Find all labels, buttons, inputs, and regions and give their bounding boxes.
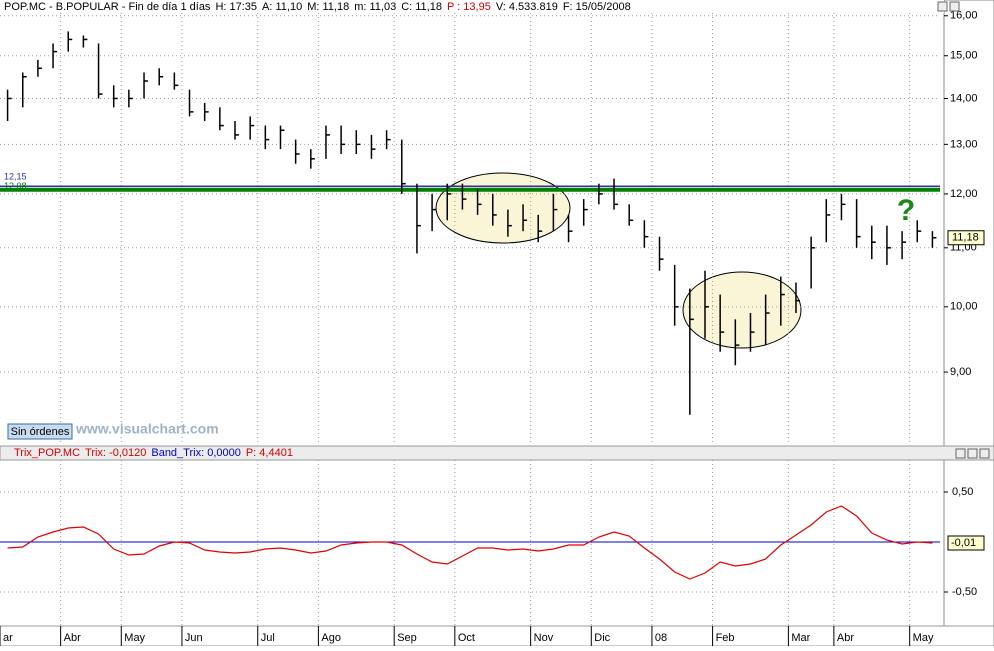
header-field: Trix: -0,0120 [85,447,146,459]
x-tick-label: Nov [534,632,554,644]
level-label: 12,08 [4,181,27,191]
x-tick-label: Jul [261,632,275,644]
watermark: www.visualchart.com [75,421,219,437]
last-value-tag [947,535,985,551]
last-price-label: 11,18 [952,232,979,244]
header-field: m: 11,03 [354,1,396,13]
y-tick-label: -0,50 [952,586,977,598]
header-bar [0,0,944,13]
highlight-ellipse [682,271,802,349]
x-tick-label: Feb [716,632,735,644]
y-tick-label: 15,00 [950,50,978,62]
window-buttons[interactable] [937,1,990,459]
x-tick-label: Jun [185,632,203,644]
indicator-line [7,505,933,580]
y-tick-label: 9,00 [950,366,971,378]
header-field: POP.MC - B.POPULAR - Fin de día 1 días [4,1,211,13]
x-tick-label: Dic [594,632,610,644]
x-tick-label: Oct [458,632,475,644]
x-tick-label: May [124,632,145,644]
header-field: P : 13,95 [447,1,491,13]
window-button[interactable] [949,1,960,12]
x-tick-label: Mar [791,632,810,644]
header-field: Trix_POP.MC [14,447,80,459]
y-tick-label: 10,00 [950,301,978,313]
y-tick-label: 0,50 [952,486,973,498]
x-tick-label: Abr [64,632,81,644]
header-field: V: 4.533.819 [496,1,558,13]
level-label: 12,15 [4,172,27,182]
window-button[interactable] [937,1,948,12]
orders-button-label[interactable]: Sin órdenes [11,426,70,438]
header-field: Band_Trix: 0,0000 [151,447,240,459]
y-tick-label: 16,00 [950,10,978,22]
header-field: P: 4,4401 [246,447,293,459]
header-field: C: 11,18 [401,1,442,13]
highlight-ellipse [435,172,571,244]
y-tick-label: 12,00 [950,188,978,200]
x-tick-label: Abr [837,632,854,644]
indicator-header: Trix_POP.MC Trix: -0,0120 Band_Trix: 0,000… [14,447,293,459]
last-price-tag [947,230,985,246]
x-tick-label: Ago [321,632,341,644]
window-button[interactable] [967,448,978,459]
window-button[interactable] [955,448,966,459]
header-field: F: 15/05/2008 [563,1,631,13]
chart-header: POP.MC - B.POPULAR - Fin de día 1 días H:… [4,1,631,13]
header-field: M: 11,18 [307,1,349,13]
header-field: H: 17:35 [215,1,257,13]
window-button[interactable] [979,448,990,459]
indicator-header-bar [0,445,994,461]
annotation: ? [897,194,915,227]
orders-button[interactable] [7,423,73,440]
y-tick-label: 14,00 [950,92,978,104]
x-tick-label: May [913,632,934,644]
x-tick-label: 08 [655,632,667,644]
y-tick-label: 13,00 [950,138,978,150]
x-tick-label: ar [3,632,13,644]
x-tick-label: Sep [397,632,417,644]
last-value-label: -0,01 [951,537,976,549]
header-field: A: 11,10 [262,1,302,13]
